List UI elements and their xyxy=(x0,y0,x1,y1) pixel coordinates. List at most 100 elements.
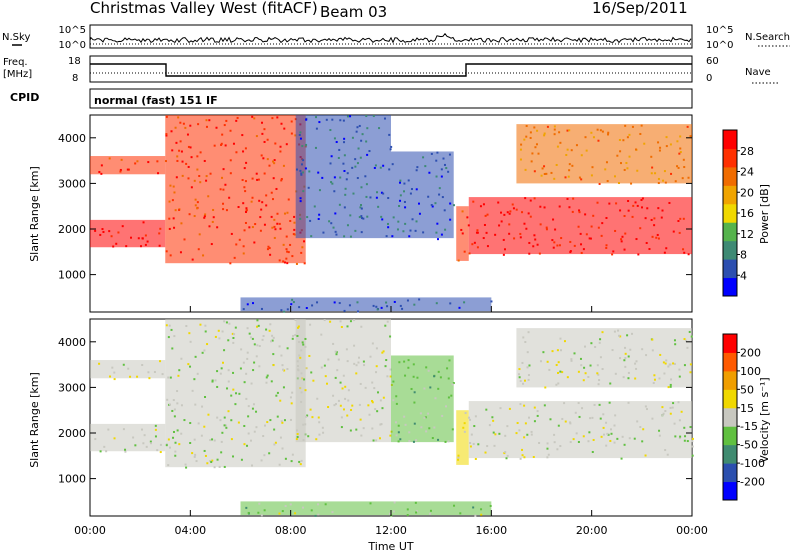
velocity-cell xyxy=(470,433,473,436)
power-cell xyxy=(440,168,443,171)
power-cell xyxy=(316,301,319,304)
cpid-mode-text: normal (fast) 151 IF xyxy=(94,94,218,107)
power-cell xyxy=(435,159,438,162)
power-cell xyxy=(511,203,514,206)
power-cell xyxy=(473,241,476,244)
power-cell xyxy=(339,176,342,179)
power-cell xyxy=(502,238,505,241)
velocity-cell xyxy=(216,416,219,419)
velocity-cell xyxy=(437,438,440,441)
velocity-cell xyxy=(684,435,687,438)
velocity-cell xyxy=(324,375,327,378)
power-cell xyxy=(345,178,348,181)
velocity-cell xyxy=(594,345,597,348)
velocity-cell xyxy=(672,402,675,405)
power-cell xyxy=(276,222,279,225)
velocity-cell xyxy=(546,442,549,445)
velocity-cell xyxy=(392,399,395,402)
power-cell xyxy=(165,250,168,253)
velocity-cell xyxy=(588,431,591,434)
power-cell xyxy=(461,210,464,213)
power-cell xyxy=(545,226,548,229)
velocity-cell xyxy=(536,410,539,413)
velocity-cell xyxy=(296,435,299,438)
power-cell xyxy=(261,121,264,124)
velocity-cell xyxy=(165,444,168,447)
velocity-cell xyxy=(450,394,453,397)
power-cell xyxy=(286,211,289,214)
power-cell xyxy=(410,188,413,191)
velocity-cell xyxy=(528,416,531,419)
power-cell xyxy=(244,180,247,183)
power-cell xyxy=(624,232,627,235)
velocity-cell xyxy=(153,370,156,373)
velocity-cell xyxy=(304,337,307,340)
power-colorbar-tick-label: 28 xyxy=(740,145,754,158)
power-cell xyxy=(640,124,643,127)
power-cell xyxy=(529,215,532,218)
power-cell xyxy=(243,186,246,189)
velocity-cell xyxy=(406,508,409,511)
power-cell xyxy=(619,150,622,153)
velocity-cell xyxy=(298,354,301,357)
power-cell xyxy=(529,131,532,134)
velocity-cell xyxy=(154,435,157,438)
velocity-cell xyxy=(274,441,277,444)
velocity-cell xyxy=(602,426,605,429)
velocity-cell xyxy=(504,434,507,437)
power-cell xyxy=(254,223,257,226)
velocity-cell xyxy=(617,329,620,332)
power-cell xyxy=(193,215,196,218)
velocity-cell xyxy=(658,434,661,437)
power-cell xyxy=(280,309,283,312)
power-cell xyxy=(623,248,626,251)
power-cell xyxy=(126,168,129,171)
velocity-cell xyxy=(489,504,492,507)
power-cell xyxy=(657,141,660,144)
velocity-cell xyxy=(584,345,587,348)
velocity-cell xyxy=(339,320,342,323)
velocity-cell xyxy=(596,372,599,375)
power-cell xyxy=(171,149,174,152)
velocity-cell xyxy=(294,512,297,515)
power-cell xyxy=(387,226,390,229)
power-cell xyxy=(241,179,244,182)
power-cell xyxy=(418,298,421,301)
velocity-cell xyxy=(269,419,272,422)
power-cell xyxy=(525,227,528,230)
power-cell xyxy=(431,205,434,208)
velocity-cell xyxy=(691,440,694,443)
power-cell xyxy=(390,145,393,148)
velocity-cell xyxy=(528,364,531,367)
velocity-cell xyxy=(651,338,654,341)
power-cell xyxy=(553,125,556,128)
power-cell xyxy=(528,252,531,255)
velocity-cell xyxy=(199,323,202,326)
velocity-cell xyxy=(304,389,307,392)
velocity-cell xyxy=(667,386,670,389)
power-cell xyxy=(564,176,567,179)
velocity-cell xyxy=(317,416,320,419)
velocity-cell xyxy=(227,369,230,372)
x-axis-label: Time UT xyxy=(367,540,413,553)
velocity-cell xyxy=(557,361,560,364)
power-cell xyxy=(346,115,349,118)
velocity-cell xyxy=(616,437,619,440)
power-cell xyxy=(545,172,548,175)
velocity-cell xyxy=(634,377,637,380)
power-cell xyxy=(580,251,583,254)
power-cell xyxy=(626,167,629,170)
power-cell xyxy=(224,144,227,147)
power-cell xyxy=(301,246,304,249)
velocity-region-fill xyxy=(468,401,692,459)
power-cell xyxy=(199,151,202,154)
velocity-cell xyxy=(392,510,395,513)
power-cell xyxy=(290,120,293,123)
velocity-cell xyxy=(239,367,242,370)
power-cell xyxy=(674,180,677,183)
velocity-cell xyxy=(662,361,665,364)
power-cell xyxy=(498,224,501,227)
velocity-cell xyxy=(413,422,416,425)
velocity-cell xyxy=(419,412,422,415)
